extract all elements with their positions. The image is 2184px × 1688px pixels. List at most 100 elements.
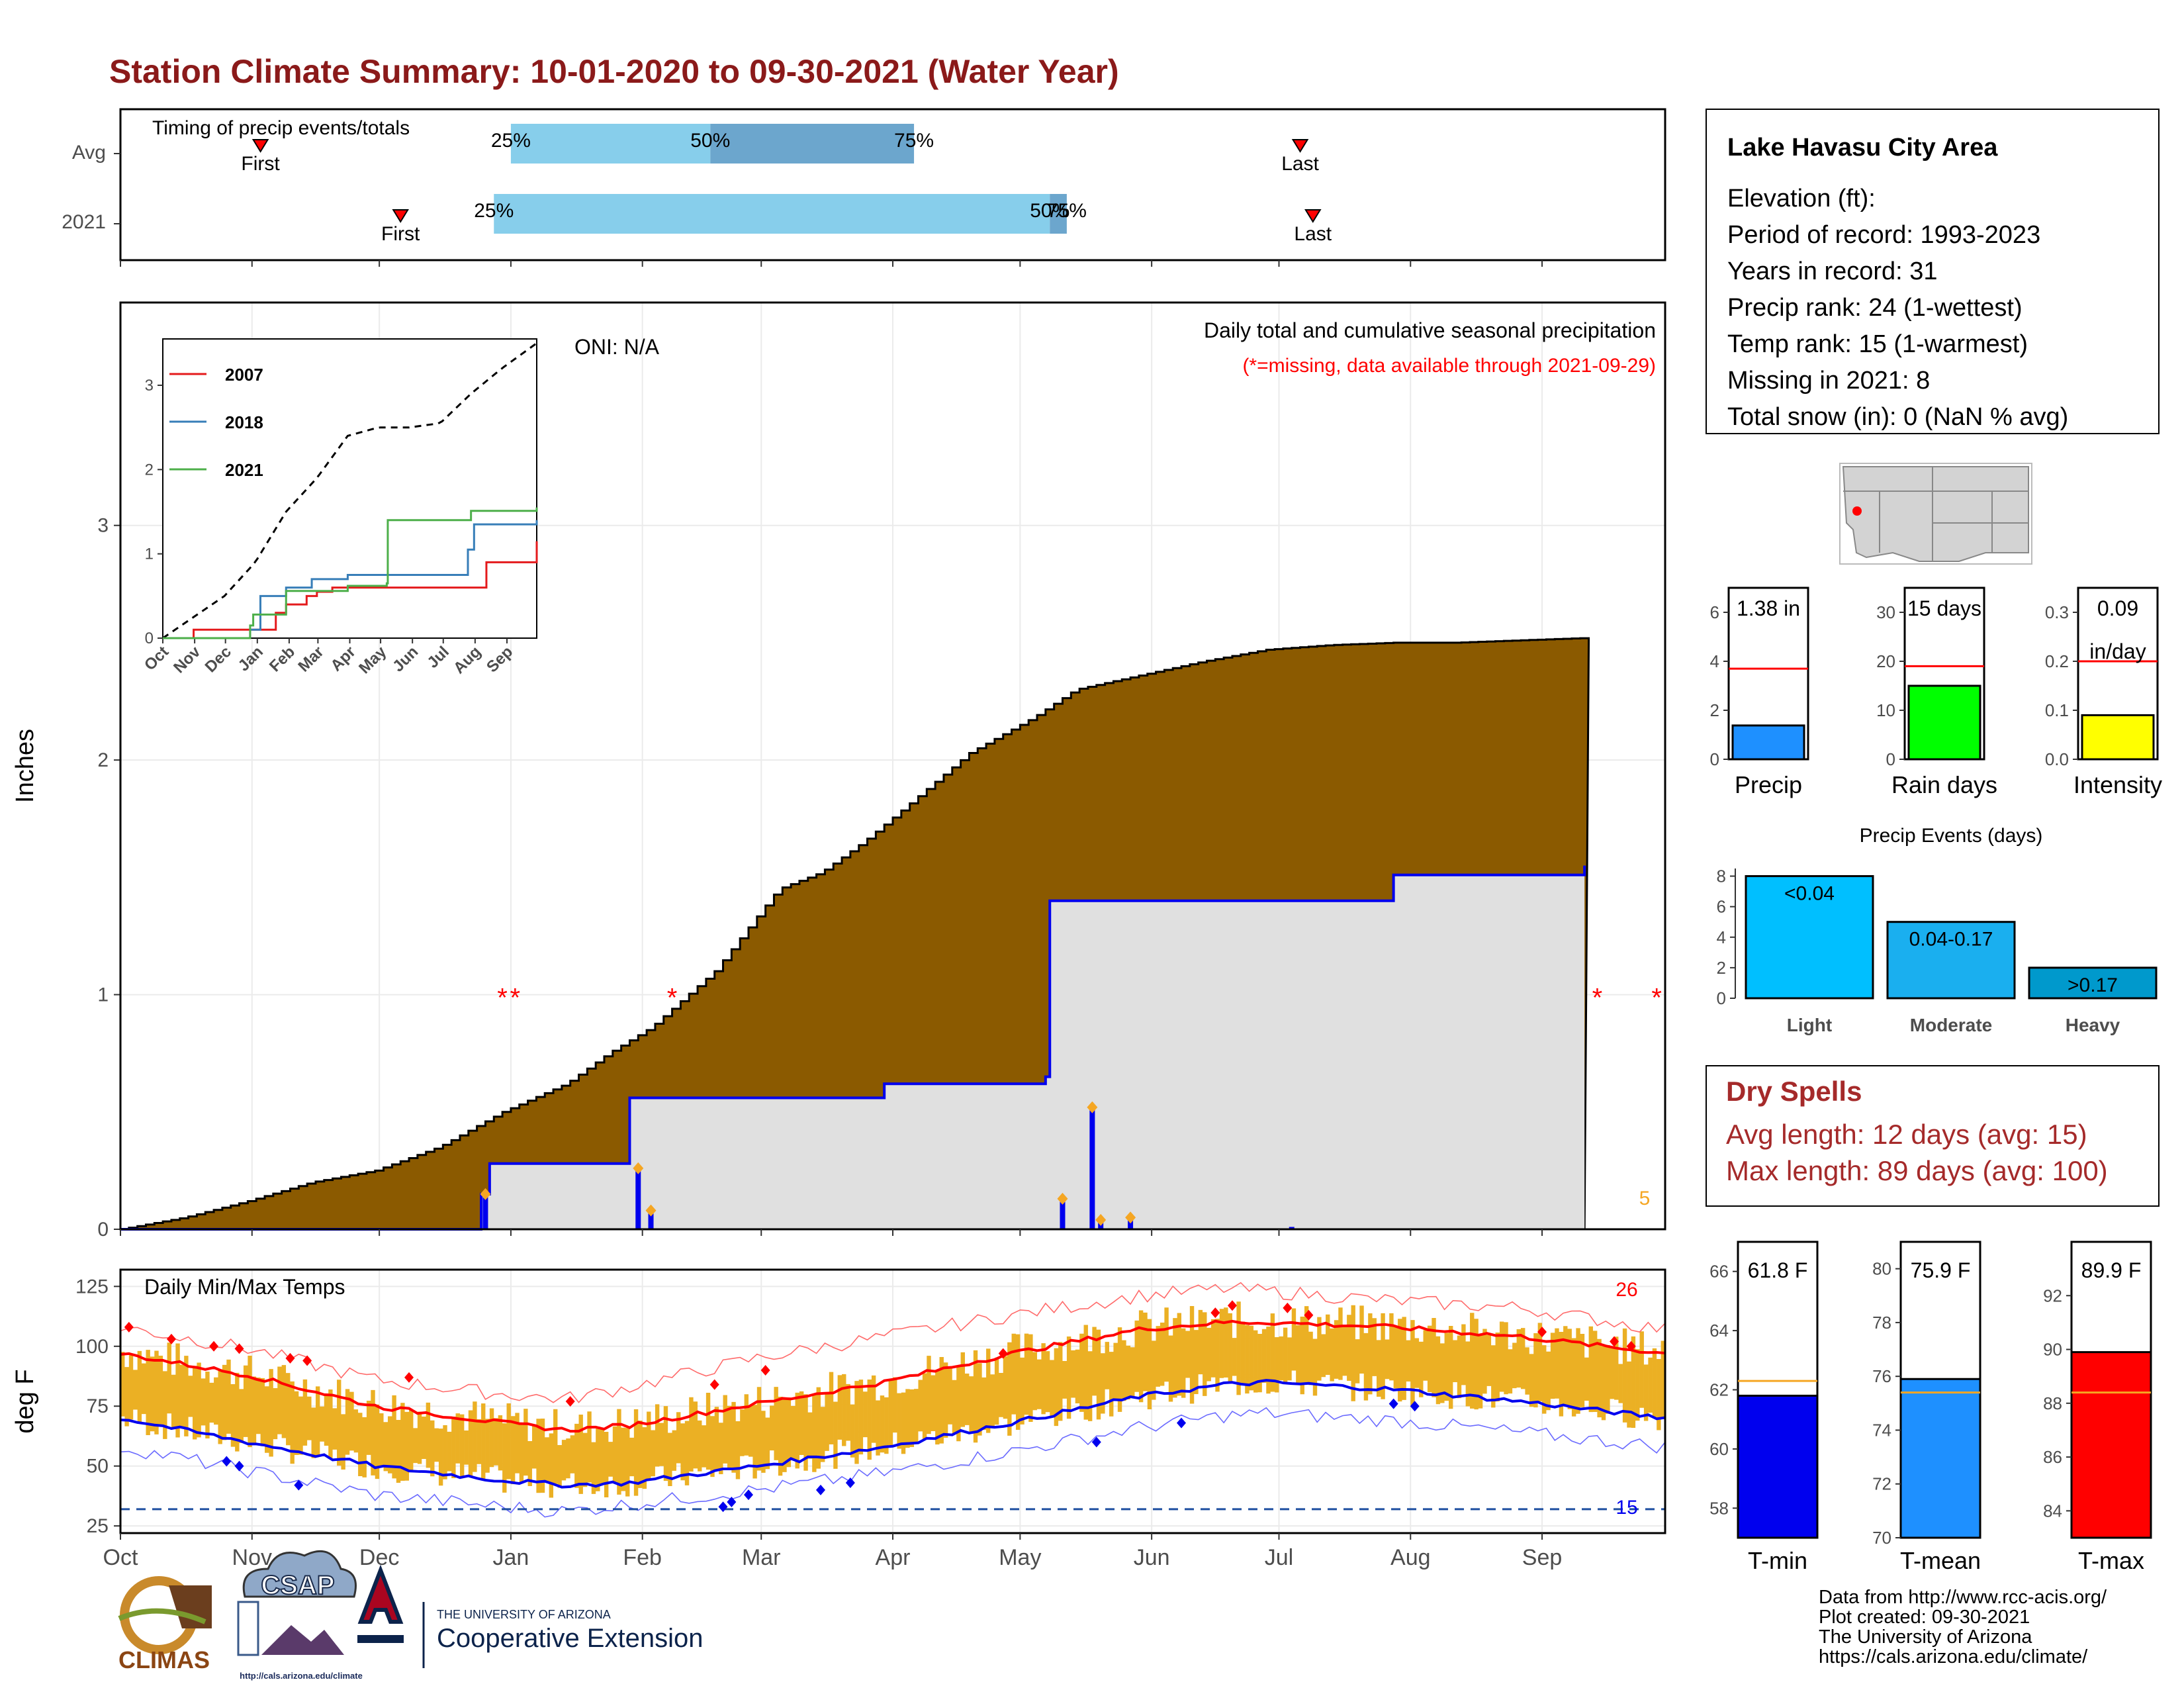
timing-row-label-avg: Avg xyxy=(72,142,106,164)
csap-logo[interactable]: CSAP http://cals.arizona.edu/climate xyxy=(237,1550,363,1681)
month-label-Oct: Oct xyxy=(103,1545,138,1570)
temp-ytick-label-100: 100 xyxy=(75,1336,109,1358)
daily-precip-bar xyxy=(1289,1227,1295,1229)
record-high-marker xyxy=(166,1333,176,1344)
station-precip-rank: Precip rank: 24 (1-wettest) xyxy=(1727,294,2023,322)
precip-ytick-label-2: 2 xyxy=(97,749,109,771)
ua-big-text: Cooperative Extension xyxy=(437,1624,703,1653)
record-high-marker xyxy=(1227,1300,1237,1311)
record-low-marker xyxy=(1410,1401,1420,1412)
precip-ylabel: Inches xyxy=(11,729,39,803)
missing-marker: * xyxy=(497,984,508,1013)
current-cumulative-area xyxy=(120,865,1585,1229)
record-high-marker xyxy=(124,1321,134,1333)
month-label-Jun: Jun xyxy=(1134,1545,1170,1570)
inset-ytick-label-3: 3 xyxy=(145,377,154,395)
record-max-line xyxy=(120,1282,1666,1403)
precip-stat-ytick-label: 4 xyxy=(1710,651,1719,671)
inset-legend-2018: 2018 xyxy=(225,412,263,432)
missing-marker: * xyxy=(1651,984,1662,1013)
record-high-marker xyxy=(1626,1340,1636,1352)
daily-precip-marker xyxy=(633,1162,644,1174)
timing-last-marker-avg xyxy=(1291,139,1309,153)
footer-plot-created: Plot created: 09-30-2021 xyxy=(1819,1607,2030,1628)
inset-ytick-label-1: 1 xyxy=(145,545,154,563)
tmean-stat-value: 75.9 F xyxy=(1911,1258,1971,1282)
dry-spells-max-length: Max length: 89 days (avg: 100) xyxy=(1726,1155,2108,1186)
footer: Data from http://www.rcc-acis.org/ Plot … xyxy=(118,1550,2107,1681)
record-high-marker xyxy=(1537,1327,1547,1338)
precip-ytick-label-3: 3 xyxy=(97,515,109,537)
timing-first-label-current: First xyxy=(381,223,420,245)
tmean-stat-ytick-label: 78 xyxy=(1872,1313,1891,1333)
month-label-Dec: Dec xyxy=(359,1545,399,1570)
record-low-marker xyxy=(1388,1398,1398,1409)
month-label-May: May xyxy=(999,1545,1041,1570)
tmean-stat-ytick-label: 80 xyxy=(1872,1259,1891,1279)
tmin-stat-ytick-label: 60 xyxy=(1709,1439,1729,1459)
footer-url: https://cals.arizona.edu/climate/ xyxy=(1819,1646,2088,1667)
timing-bar-q1-current xyxy=(494,194,1050,234)
station-years: Years in record: 31 xyxy=(1727,258,1938,285)
precip-stat-ytick-label: 2 xyxy=(1710,700,1719,720)
intensity-stat-ytick-label: 0.3 xyxy=(2045,602,2069,622)
month-label-Jan: Jan xyxy=(492,1545,529,1570)
precip-ytick-label-1: 1 xyxy=(97,984,109,1006)
tmax-stat-ytick-label: 90 xyxy=(2043,1340,2062,1360)
month-label-Jul: Jul xyxy=(1265,1545,1293,1570)
inset-avg-cumulative xyxy=(162,342,537,639)
tmax-stat-label: T-max xyxy=(2078,1547,2144,1574)
timing-pct-75-current: 75% xyxy=(1047,200,1087,222)
temp-ytick-label-75: 75 xyxy=(87,1395,109,1417)
tmean-stat-ytick-label: 76 xyxy=(1872,1366,1891,1386)
ua-small-text: THE UNIVERSITY OF ARIZONA xyxy=(437,1608,611,1621)
climas-logo[interactable]: CLIMAS xyxy=(118,1576,212,1673)
events-bar-light xyxy=(1745,875,1874,1000)
temp-panel: 25 50 75 100 125 Daily Min/Max Temps deg F 2… xyxy=(11,1268,1666,1537)
intensity-stat-unit: in/day xyxy=(2089,639,2146,663)
timing-bar-q2-avg xyxy=(710,124,915,164)
inset-ytick-label-0: 0 xyxy=(145,630,154,647)
temp-ytick-label-50: 50 xyxy=(87,1456,109,1477)
events-title: Precip Events (days) xyxy=(1860,825,2043,847)
record-min-line xyxy=(120,1407,1666,1518)
precip-stat-value: 1.38 in xyxy=(1737,596,1800,620)
record-low-marker xyxy=(845,1477,855,1489)
tmin-stat-ytick-label: 62 xyxy=(1709,1380,1729,1400)
precip-annotation-title: Daily total and cumulative seasonal prec… xyxy=(1204,318,1656,342)
station-total-snow: Total snow (in): 0 (NaN % avg) xyxy=(1727,403,2068,431)
tmin-stat-value: 61.8 F xyxy=(1748,1258,1808,1282)
temp-ytick-label-125: 125 xyxy=(75,1276,109,1297)
month-label-Nov: Nov xyxy=(232,1545,272,1570)
intensity-stat-ytick-label: 0.2 xyxy=(2045,651,2069,671)
daily-precip-bar xyxy=(482,1194,488,1229)
tmin-stat-ytick-label: 66 xyxy=(1709,1262,1729,1282)
month-label-Aug: Aug xyxy=(1390,1545,1431,1570)
record-high-marker xyxy=(404,1372,414,1383)
missing-marker: * xyxy=(1592,984,1603,1013)
daily-precip-marker xyxy=(480,1188,491,1200)
footer-data-source: Data from http://www.rcc-acis.org/ xyxy=(1819,1587,2107,1608)
tmax-stat-ytick-label: 86 xyxy=(2043,1447,2062,1467)
inset-legend-2007: 2007 xyxy=(225,365,263,385)
station-name: Lake Havasu City Area xyxy=(1727,134,1998,162)
tmax-stat-bar xyxy=(2070,1351,2152,1539)
intensity-stat-ytick-label: 0.1 xyxy=(2045,700,2069,720)
ua-cooperative-extension-logo[interactable]: THE UNIVERSITY OF ARIZONA Cooperative Ex… xyxy=(357,1564,703,1668)
intensity-stat-bar xyxy=(2081,714,2155,761)
record-high-marker xyxy=(760,1364,770,1376)
events-ytick-label: 4 xyxy=(1717,927,1726,947)
record-high-marker xyxy=(709,1379,719,1390)
page-title: Station Climate Summary: 10-01-2020 to 0… xyxy=(109,53,1119,90)
record-high-marker xyxy=(285,1352,295,1364)
intensity-stat-label: Intensity xyxy=(2073,771,2162,798)
precip-ytick-label-0: 0 xyxy=(97,1219,109,1241)
record-low-marker xyxy=(718,1501,728,1513)
events-xlabel-moderate: Moderate xyxy=(1910,1015,1992,1035)
events-ytick-label: 0 xyxy=(1717,988,1726,1008)
events-ytick-label: 6 xyxy=(1717,897,1726,917)
